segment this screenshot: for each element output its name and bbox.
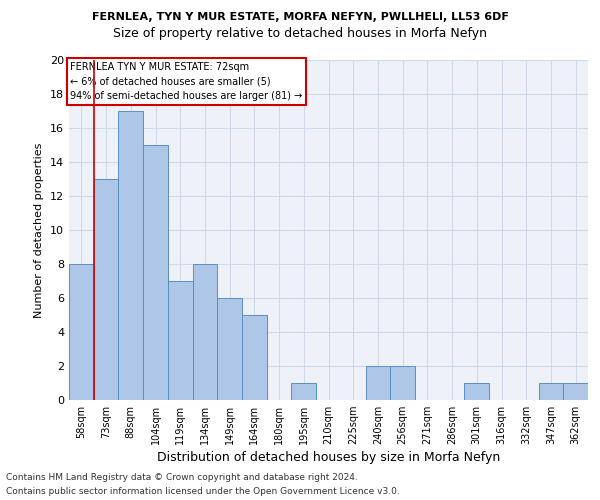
- Bar: [118, 111, 143, 400]
- Bar: [242, 315, 267, 400]
- Bar: [365, 366, 390, 400]
- Bar: [168, 281, 193, 400]
- Text: Contains HM Land Registry data © Crown copyright and database right 2024.: Contains HM Land Registry data © Crown c…: [6, 472, 358, 482]
- Text: FERNLEA, TYN Y MUR ESTATE, MORFA NEFYN, PWLLHELI, LL53 6DF: FERNLEA, TYN Y MUR ESTATE, MORFA NEFYN, …: [92, 12, 508, 22]
- Bar: [390, 366, 415, 400]
- Bar: [292, 383, 316, 400]
- Bar: [69, 264, 94, 400]
- Bar: [94, 179, 118, 400]
- Bar: [464, 383, 489, 400]
- Bar: [143, 145, 168, 400]
- Text: FERNLEA TYN Y MUR ESTATE: 72sqm
← 6% of detached houses are smaller (5)
94% of s: FERNLEA TYN Y MUR ESTATE: 72sqm ← 6% of …: [70, 62, 302, 102]
- Bar: [193, 264, 217, 400]
- Bar: [217, 298, 242, 400]
- Y-axis label: Number of detached properties: Number of detached properties: [34, 142, 44, 318]
- Bar: [563, 383, 588, 400]
- Bar: [539, 383, 563, 400]
- Text: Size of property relative to detached houses in Morfa Nefyn: Size of property relative to detached ho…: [113, 28, 487, 40]
- Text: Contains public sector information licensed under the Open Government Licence v3: Contains public sector information licen…: [6, 488, 400, 496]
- X-axis label: Distribution of detached houses by size in Morfa Nefyn: Distribution of detached houses by size …: [157, 452, 500, 464]
